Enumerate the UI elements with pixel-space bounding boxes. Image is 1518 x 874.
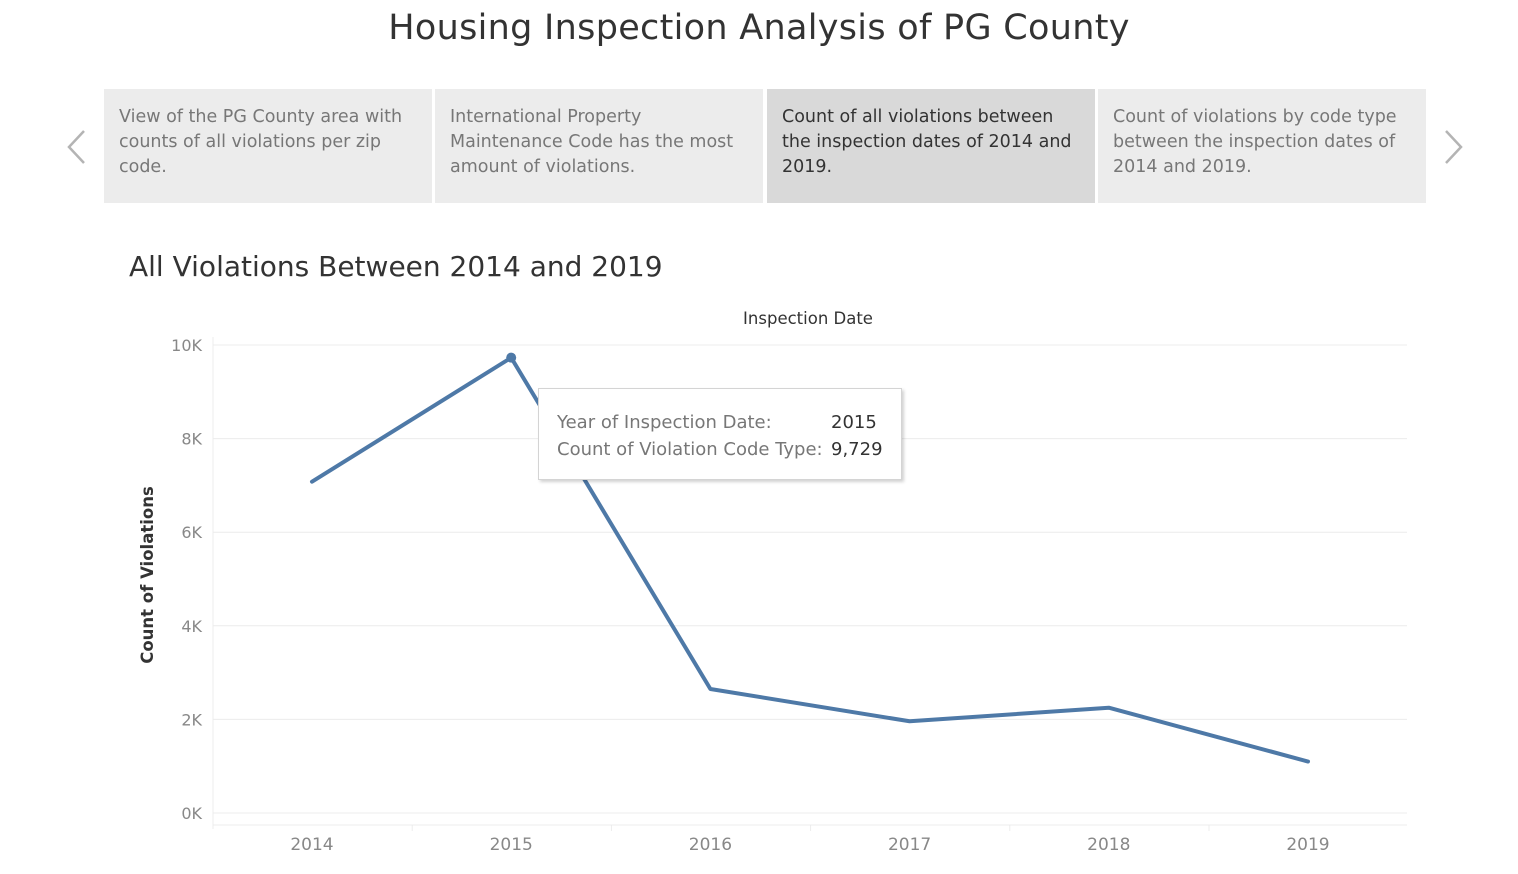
x-tick-label: 2016 [689,835,732,855]
chevron-right-icon [1445,130,1463,164]
data-point [1306,760,1310,764]
data-point [708,687,712,691]
sheet-title: All Violations Between 2014 and 2019 [129,250,663,283]
tooltip-row-count: Count of Violation Code Type: 9,729 [557,436,883,463]
y-tick-label: 4K [181,617,202,636]
story-prev-button[interactable] [58,125,98,169]
x-tick-label: 2014 [290,835,333,855]
y-tick-label: 10K [171,336,202,355]
chevron-left-icon [67,130,85,164]
story-next-button[interactable] [1434,125,1474,169]
story-point-3-active[interactable]: Count of all violations between the insp… [767,89,1095,203]
y-tick-label: 0K [181,804,202,823]
story-point-2[interactable]: International Property Maintenance Code … [435,89,763,203]
tooltip-row-year: Year of Inspection Date: 2015 [557,409,883,436]
y-axis-title: Count of Violations [138,486,157,664]
chart-tooltip: Year of Inspection Date: 2015 Count of V… [538,388,902,480]
data-point [1107,706,1111,710]
tooltip-year-value: 2015 [831,412,877,433]
story-point-4[interactable]: Count of violations by code type between… [1098,89,1426,203]
story-point-1[interactable]: View of the PG County area with counts o… [104,89,432,203]
x-tick-label: 2015 [490,835,533,855]
y-tick-label: 2K [181,710,202,729]
tooltip-count-label: Count of Violation Code Type: [557,439,823,460]
tooltip-year-label: Year of Inspection Date: [557,412,772,433]
x-axis-header: Inspection Date [743,309,873,328]
y-tick-label: 6K [181,523,202,542]
series-line [310,355,1310,764]
x-tick-label: 2017 [888,835,931,855]
page-title: Housing Inspection Analysis of PG County [388,8,1130,48]
data-point-highlighted [506,352,517,363]
data-point [310,480,314,484]
tooltip-count-value: 9,729 [831,439,883,460]
y-tick-label: 8K [181,430,202,449]
data-point [908,719,912,723]
x-tick-label: 2018 [1087,835,1130,855]
x-tick-label: 2019 [1286,835,1329,855]
